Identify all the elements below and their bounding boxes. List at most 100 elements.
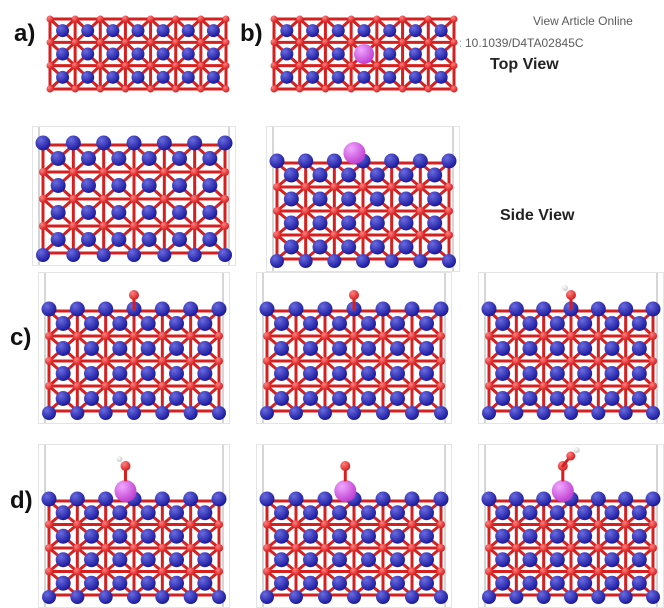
substrate-atom: [141, 205, 157, 220]
substrate-atom: [154, 491, 170, 507]
substrate-atom: [357, 24, 371, 38]
substrate-atom: [157, 248, 172, 262]
substrate-atom: [390, 366, 405, 381]
bridge-atom: [594, 357, 603, 365]
bridge-atom: [437, 332, 445, 340]
bridge-atom: [424, 15, 432, 23]
substrate-atom: [577, 391, 593, 406]
substrate-atom: [81, 151, 96, 166]
bridge-atom: [359, 183, 367, 191]
substrate-atom: [131, 70, 145, 84]
substrate-atom: [274, 528, 289, 544]
substrate-atom: [69, 301, 85, 317]
bridge-atom: [330, 231, 339, 239]
substrate-atom: [288, 301, 304, 317]
substrate-atom: [508, 301, 524, 317]
bridge-atom: [408, 332, 416, 340]
substrate-atom: [427, 167, 443, 183]
substrate-atom: [383, 47, 397, 61]
substrate-atom: [140, 391, 156, 406]
substrate-atom: [419, 505, 434, 521]
structure-drawing: [41, 273, 227, 423]
substrate-atom: [50, 232, 66, 247]
dopant-atom: [114, 480, 137, 502]
bridge-atom: [101, 382, 110, 390]
substrate-atom: [508, 491, 524, 507]
bridge-atom: [263, 382, 271, 390]
structure-top-view-b: [268, 13, 460, 95]
substrate-atom: [631, 391, 647, 406]
bridge-atom: [594, 332, 603, 340]
bridge-atom: [292, 520, 300, 529]
bridge-atom: [649, 544, 657, 552]
substrate-atom: [202, 178, 218, 193]
substrate-atom: [361, 552, 376, 568]
view-article-link[interactable]: View Article Online: [533, 14, 633, 28]
bridge-atom: [512, 357, 521, 365]
bridge-atom: [373, 62, 381, 70]
bridge-atom: [99, 168, 108, 176]
substrate-atom: [441, 153, 457, 169]
substrate-atom: [181, 24, 195, 38]
bridge-atom: [512, 567, 521, 576]
bridge-atom: [321, 332, 329, 340]
substrate-atom: [433, 301, 449, 317]
bridge-atom: [512, 332, 521, 340]
substrate-atom: [172, 205, 187, 220]
substrate-atom: [408, 70, 422, 84]
substrate-atom: [81, 24, 95, 38]
substrate-atom: [332, 528, 347, 544]
bridge-atom: [347, 85, 355, 93]
substrate-atom: [361, 391, 376, 406]
substrate-atom: [55, 528, 71, 544]
substrate-atom: [577, 528, 593, 544]
substrate-atom: [604, 528, 620, 544]
substrate-atom: [604, 316, 620, 331]
substrate-atom: [481, 491, 497, 507]
substrate-atom: [357, 70, 371, 84]
bridge-atom: [485, 382, 493, 390]
bridge-atom: [222, 38, 230, 46]
bridge-atom: [101, 567, 110, 576]
substrate-atom: [332, 341, 347, 356]
bridge-atom: [621, 520, 630, 529]
adsorbate-oxygen-atom: [566, 290, 576, 300]
bridge-atom: [379, 567, 387, 576]
substrate-atom: [169, 341, 184, 356]
substrate-atom: [482, 406, 496, 420]
substrate-atom: [197, 505, 213, 521]
bridge-atom: [130, 195, 138, 203]
substrate-atom: [56, 24, 70, 38]
substrate-atom: [42, 406, 56, 420]
substrate-atom: [522, 528, 538, 544]
substrate-atom: [332, 316, 347, 331]
bridge-atom: [263, 520, 271, 529]
structure-side-view-c2: [256, 272, 452, 424]
bridge-atom: [270, 85, 278, 93]
bridge-atom: [73, 567, 82, 576]
substrate-atom: [522, 316, 538, 331]
bridge-atom: [321, 544, 329, 552]
bridge-atom: [130, 544, 138, 552]
substrate-atom: [283, 191, 299, 207]
bridge-atom: [621, 382, 630, 390]
substrate-atom: [495, 341, 511, 356]
substrate-atom: [218, 248, 232, 262]
substrate-atom: [131, 47, 145, 61]
substrate-atom: [341, 215, 357, 231]
bridge-atom: [485, 520, 493, 529]
bridge-atom: [379, 520, 387, 529]
substrate-atom: [482, 590, 496, 604]
substrate-atom: [112, 505, 128, 521]
substrate-atom: [631, 528, 647, 544]
adsorbate-oxygen-atom: [349, 290, 359, 300]
substrate-atom: [317, 491, 333, 507]
substrate-atom: [206, 47, 220, 61]
bridge-atom: [416, 207, 425, 215]
substrate-atom: [84, 528, 99, 544]
substrate-atom: [384, 153, 400, 169]
bridge-atom: [359, 207, 367, 215]
substrate-atom: [398, 191, 414, 207]
substrate-atom: [522, 505, 538, 521]
bridge-atom: [330, 183, 339, 191]
